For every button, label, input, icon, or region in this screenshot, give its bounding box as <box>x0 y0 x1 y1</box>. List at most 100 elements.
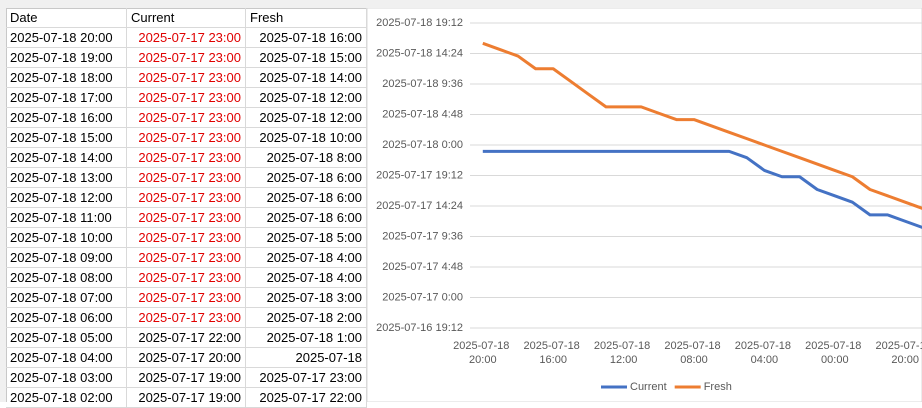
x-tick-label-line: 16:00 <box>539 354 567 366</box>
x-tick-label: 2025-07-18 00:00 <box>805 340 864 366</box>
series-line <box>482 149 922 229</box>
table-cell: 2025-07-17 23:00 <box>127 228 246 248</box>
table-cell: 2025-07-17 23:00 <box>127 108 246 128</box>
table-cell: 2025-07-17 23:00 <box>127 268 246 288</box>
y-tick-label: 2025-07-18 14:24 <box>376 47 463 59</box>
table-cell: 2025-07-17 23:00 <box>246 368 367 388</box>
table-cell: 2025-07-18 4:00 <box>246 248 367 268</box>
table-cell: 2025-07-17 19:00 <box>127 388 246 408</box>
table-cell: 2025-07-17 23:00 <box>127 48 246 68</box>
table-cell: 2025-07-18 03:00 <box>6 368 127 388</box>
y-tick-label: 2025-07-18 4:48 <box>382 108 463 120</box>
y-tick-label: 2025-07-17 4:48 <box>382 261 463 273</box>
x-tick-label: 2025-07-18 12:00 <box>594 340 653 366</box>
table-cell: 2025-07-17 22:00 <box>246 388 367 408</box>
table-cell: 2025-07-18 16:00 <box>6 108 127 128</box>
table-cell: 2025-07-18 07:00 <box>6 288 127 308</box>
column-header: Date <box>6 8 127 28</box>
table-cell: 2025-07-18 18:00 <box>6 68 127 88</box>
table-cell: 2025-07-17 23:00 <box>127 28 246 48</box>
x-tick-label-line: 08:00 <box>680 354 708 366</box>
x-tick-label-line: 2025-07-18 <box>524 340 583 352</box>
table-cell: 2025-07-17 23:00 <box>127 208 246 228</box>
y-tick-label: 2025-07-17 9:36 <box>382 230 463 242</box>
table-cell: 2025-07-18 06:00 <box>6 308 127 328</box>
x-tick-label-line: 00:00 <box>821 354 849 366</box>
table-cell: 2025-07-18 15:00 <box>246 48 367 68</box>
table-cell: 2025-07-17 23:00 <box>127 168 246 188</box>
table-cell: 2025-07-18 08:00 <box>6 268 127 288</box>
series-line <box>482 41 922 210</box>
chart-area <box>367 8 922 402</box>
table-cell: 2025-07-18 12:00 <box>246 88 367 108</box>
table-cell: 2025-07-18 6:00 <box>246 188 367 208</box>
table-cell: 2025-07-18 16:00 <box>246 28 367 48</box>
table-cell: 2025-07-17 23:00 <box>127 128 246 148</box>
table-cell: 2025-07-18 17:00 <box>6 88 127 108</box>
x-tick-label-line: 2025-07-17 <box>876 340 922 352</box>
x-tick-label-line: 2025-07-18 <box>805 340 864 352</box>
y-tick-label: 2025-07-18 0:00 <box>382 139 463 151</box>
table-cell: 2025-07-17 23:00 <box>127 188 246 208</box>
table-cell: 2025-07-18 <box>246 348 367 368</box>
x-tick-label-line: 20:00 <box>891 354 919 366</box>
y-tick-label: 2025-07-18 9:36 <box>382 78 463 90</box>
table-cell: 2025-07-18 2:00 <box>246 308 367 328</box>
table-cell: 2025-07-18 11:00 <box>6 208 127 228</box>
table-cell: 2025-07-17 22:00 <box>127 328 246 348</box>
table-cell: 2025-07-17 23:00 <box>127 288 246 308</box>
x-tick-label-line: 20:00 <box>469 354 497 366</box>
x-tick-label-line: 2025-07-18 <box>735 340 794 352</box>
table-cell: 2025-07-18 19:00 <box>6 48 127 68</box>
table-cell: 2025-07-17 23:00 <box>127 88 246 108</box>
table-cell: 2025-07-17 20:00 <box>127 348 246 368</box>
table-cell: 2025-07-18 14:00 <box>6 148 127 168</box>
table-cell: 2025-07-18 6:00 <box>246 168 367 188</box>
x-tick-label: 2025-07-18 04:00 <box>735 340 794 366</box>
x-tick-label-line: 04:00 <box>751 354 779 366</box>
table-cell: 2025-07-18 09:00 <box>6 248 127 268</box>
table-cell: 2025-07-18 04:00 <box>6 348 127 368</box>
y-tick-label: 2025-07-16 19:12 <box>376 322 463 334</box>
x-tick-label-line: 2025-07-18 <box>453 340 512 352</box>
column-header: Fresh <box>246 8 367 28</box>
y-tick-label: 2025-07-17 0:00 <box>382 291 463 303</box>
table-cell: 2025-07-18 8:00 <box>246 148 367 168</box>
table-cell: 2025-07-17 23:00 <box>127 148 246 168</box>
table-cell: 2025-07-18 6:00 <box>246 208 367 228</box>
x-tick-label: 2025-07-18 08:00 <box>664 340 723 366</box>
chart: 2025-07-16 19:12 2025-07-17 0:00 2025-07-1… <box>367 8 922 402</box>
x-tick-label: 2025-07-18 20:00 <box>453 340 512 366</box>
table-cell: 2025-07-18 02:00 <box>6 388 127 408</box>
table-cell: 2025-07-18 14:00 <box>246 68 367 88</box>
x-tick-label-line: 2025-07-18 <box>594 340 653 352</box>
y-tick-label: 2025-07-18 19:12 <box>376 17 463 29</box>
y-tick-label: 2025-07-17 19:12 <box>376 169 463 181</box>
table-cell: 2025-07-18 12:00 <box>246 108 367 128</box>
x-tick-label: 2025-07-17 20:00 <box>876 340 922 366</box>
row-header-strip <box>0 8 7 402</box>
table-cell: 2025-07-18 4:00 <box>246 268 367 288</box>
x-tick-label-line: 12:00 <box>610 354 638 366</box>
table-cell: 2025-07-17 23:00 <box>127 68 246 88</box>
legend-label: Current <box>630 381 667 393</box>
table-cell: 2025-07-17 23:00 <box>127 308 246 328</box>
table-cell: 2025-07-17 19:00 <box>127 368 246 388</box>
table-cell: 2025-07-18 05:00 <box>6 328 127 348</box>
table-cell: 2025-07-18 20:00 <box>6 28 127 48</box>
legend-label: Fresh <box>704 381 732 393</box>
column-header: Current <box>127 8 246 28</box>
table-cell: 2025-07-18 15:00 <box>6 128 127 148</box>
table-cell: 2025-07-18 10:00 <box>246 128 367 148</box>
table-cell: 2025-07-18 1:00 <box>246 328 367 348</box>
table-cell: 2025-07-18 5:00 <box>246 228 367 248</box>
table-cell: 2025-07-18 10:00 <box>6 228 127 248</box>
table-cell: 2025-07-17 23:00 <box>127 248 246 268</box>
table-cell: 2025-07-18 13:00 <box>6 168 127 188</box>
table-cell: 2025-07-18 12:00 <box>6 188 127 208</box>
x-tick-label: 2025-07-18 16:00 <box>524 340 583 366</box>
table-cell: 2025-07-18 3:00 <box>246 288 367 308</box>
x-tick-label-line: 2025-07-18 <box>664 340 723 352</box>
